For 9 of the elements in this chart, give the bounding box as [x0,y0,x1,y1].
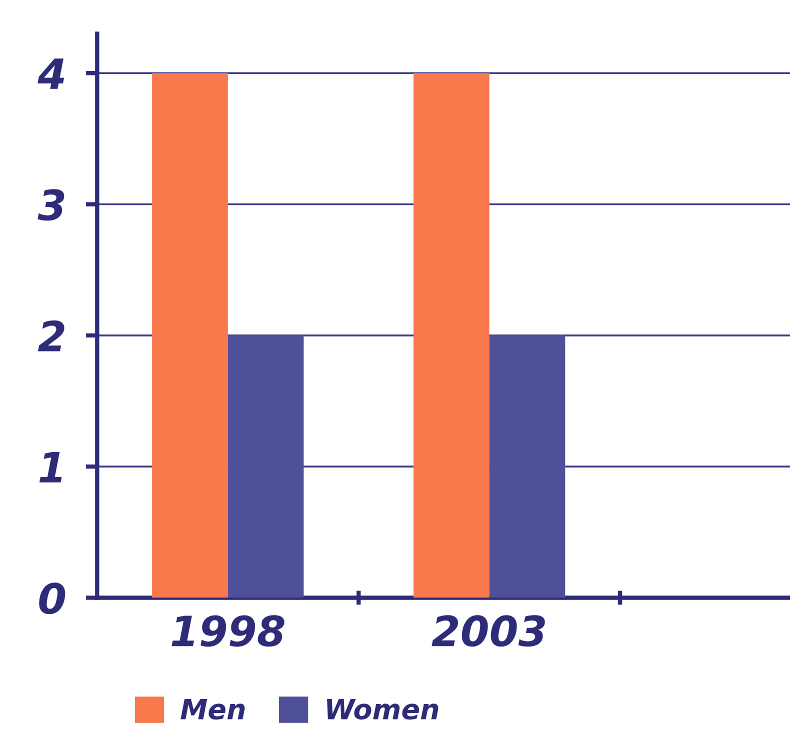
legend-label: Women [327,698,438,720]
y-tick-label: 1 [39,452,62,482]
x-tick-label: 1998 [172,615,284,647]
y-tick-label: 3 [38,189,64,221]
legend-label: Men [180,698,245,720]
y-tick-label: 2 [38,320,64,352]
y-tick-label: 0 [39,582,66,614]
y-tick-label: 4 [38,58,64,89]
x-tick-label: 2003 [432,615,545,647]
